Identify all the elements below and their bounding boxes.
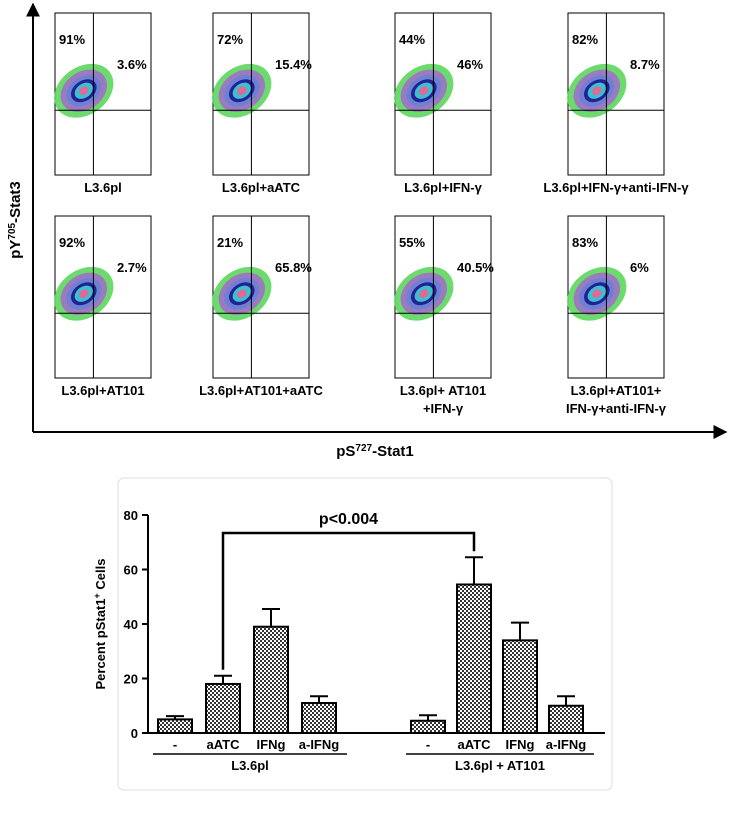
quadrant-percent: 44% — [399, 32, 425, 47]
bar — [502, 639, 538, 734]
panel-label: L3.6pl+AT101 — [61, 383, 144, 398]
quadrant-percent: 82% — [572, 32, 598, 47]
x-tick-label: a-IFNg — [299, 737, 340, 752]
density-blob — [54, 266, 114, 321]
group-label: L3.6pl — [231, 758, 269, 773]
x-tick-label: a-IFNg — [546, 737, 587, 752]
quadrant-percent: 65.8% — [275, 260, 312, 275]
density-level — [79, 289, 89, 299]
significance-label: p<0.004 — [319, 511, 378, 528]
density-blob — [567, 63, 627, 118]
quadrant-percent: 21% — [217, 235, 243, 250]
bar — [410, 719, 446, 734]
density-blob — [54, 63, 114, 118]
panel-label: L3.6pl+IFN-γ+anti-IFN-γ — [543, 180, 689, 195]
bar — [157, 718, 193, 734]
quadrant-percent: 15.4% — [275, 57, 312, 72]
density-level — [419, 289, 429, 299]
y-axis-label: pY705-Stat3 — [7, 181, 25, 259]
panel-label: +IFN-γ — [423, 401, 464, 416]
x-tick-label: aATC — [458, 737, 492, 752]
quadrant-percent: 3.6% — [117, 57, 147, 72]
bar — [548, 704, 584, 734]
quadrant-percent: 8.7% — [630, 57, 660, 72]
quadrant-percent: 40.5% — [457, 260, 494, 275]
quadrant-percent: 83% — [572, 235, 598, 250]
panel-label: L3.6pl+ AT101 — [400, 383, 486, 398]
bar — [205, 682, 241, 735]
group-label: L3.6pl + AT101 — [455, 758, 545, 773]
density-level — [79, 86, 89, 96]
quadrant-percent: 91% — [59, 32, 85, 47]
density-level — [237, 289, 247, 299]
bar — [301, 702, 337, 735]
chart-frame — [117, 477, 613, 791]
y-tick-label: 60 — [124, 563, 138, 578]
bar-y-label: Percent pStat1+ Cells — [92, 559, 108, 690]
quadrant-percent: 6% — [630, 260, 649, 275]
panel-label: L3.6pl+AT101+ — [571, 383, 662, 398]
x-tick-label: aATC — [207, 737, 241, 752]
density-blob — [567, 266, 627, 321]
panel-label: L3.6pl+aATC — [222, 180, 301, 195]
bar — [253, 625, 289, 734]
density-level — [419, 86, 429, 96]
x-tick-label: IFNg — [257, 737, 286, 752]
density-level — [592, 86, 602, 96]
density-blob — [394, 63, 454, 118]
y-tick-label: 40 — [124, 617, 138, 632]
quadrant-percent: 72% — [217, 32, 243, 47]
significance-bracket — [221, 531, 476, 670]
bar — [456, 583, 492, 734]
panel-label: IFN-γ+anti-IFN-γ — [566, 401, 667, 416]
quadrant-percent: 55% — [399, 235, 425, 250]
y-tick-label: 20 — [124, 672, 138, 687]
quadrant-percent: 92% — [59, 235, 85, 250]
y-tick-label: 0 — [131, 726, 138, 741]
x-axis-label: pS727-Stat1 — [336, 443, 414, 461]
quadrant-percent: 2.7% — [117, 260, 147, 275]
x-tick-label: - — [426, 737, 430, 752]
panel-label: L3.6pl+IFN-γ — [404, 180, 482, 195]
x-tick-label: - — [173, 737, 177, 752]
density-level — [237, 86, 247, 96]
x-tick-label: IFNg — [506, 737, 535, 752]
y-tick-label: 80 — [124, 508, 138, 523]
density-level — [592, 289, 602, 299]
panel-label: L3.6pl+AT101+aATC — [199, 383, 323, 398]
panel-label: L3.6pl — [84, 180, 122, 195]
density-blob — [212, 63, 272, 118]
quadrant-percent: 46% — [457, 57, 483, 72]
density-blob — [394, 266, 454, 321]
density-blob — [212, 266, 272, 321]
